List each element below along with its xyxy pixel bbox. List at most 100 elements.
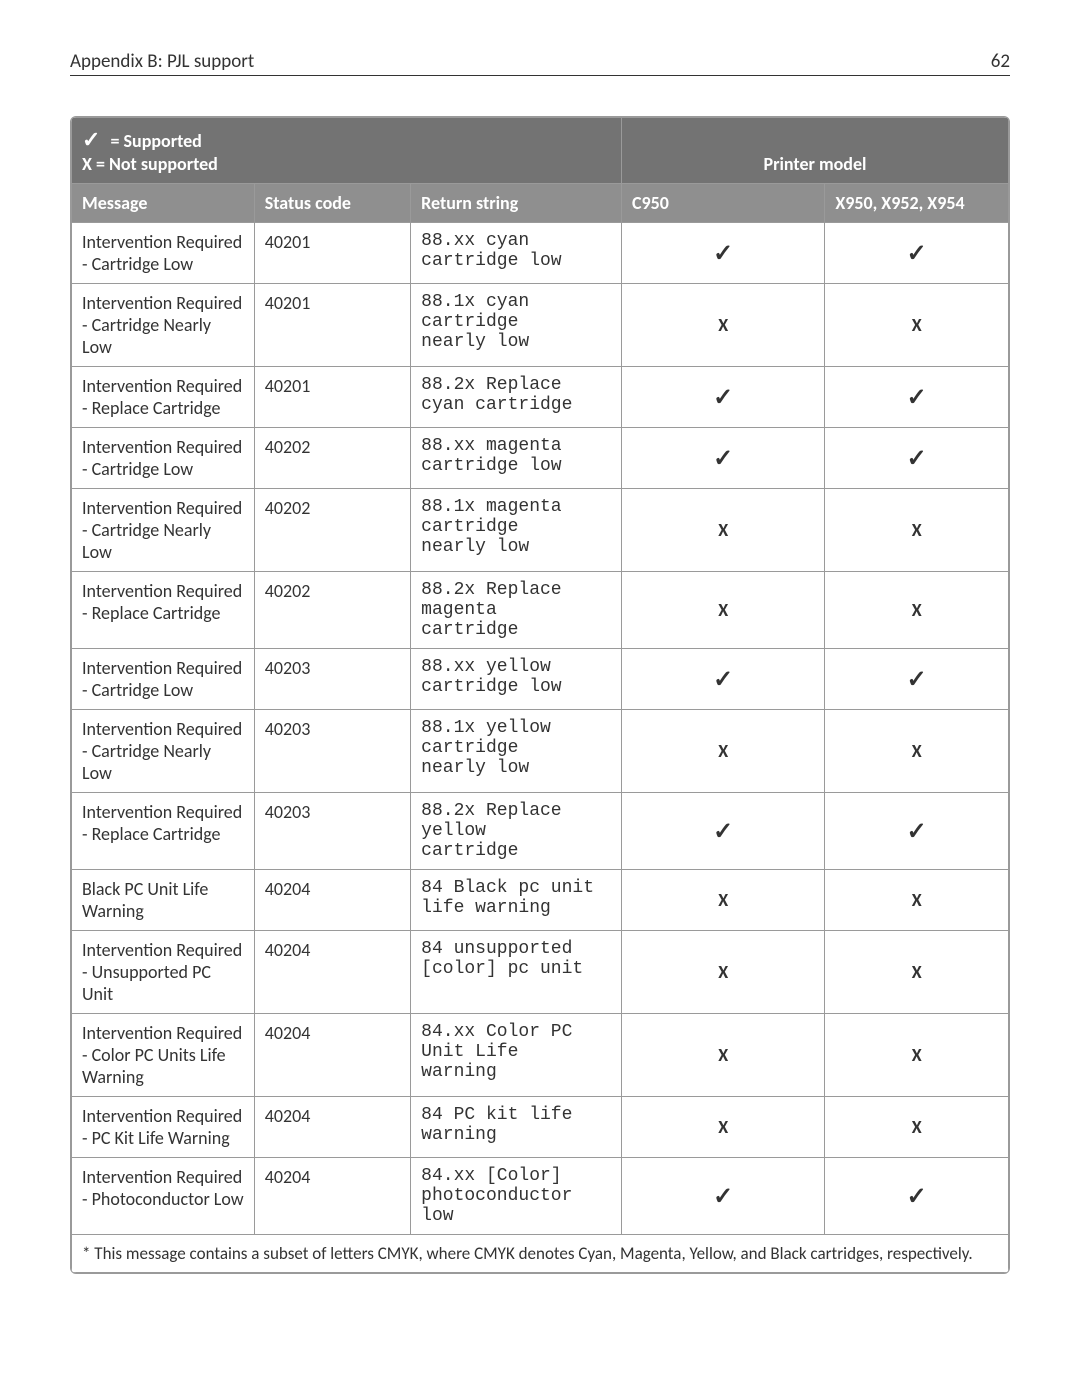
check-icon: ✓ [907, 665, 927, 694]
cell-return-string: 84 unsupported [color] pc unit [411, 931, 622, 1014]
cell-message: Intervention Required - Unsupported PC U… [72, 931, 255, 1014]
cell-status-code: 40202 [254, 428, 410, 489]
cell-model-a: ✓ [621, 1158, 824, 1235]
col-model-a: C950 [621, 184, 824, 223]
cell-model-b: X [825, 489, 1009, 572]
x-icon: X [912, 599, 922, 621]
cell-status-code: 40203 [254, 649, 410, 710]
cell-message: Intervention Required - Cartridge Nearly… [72, 284, 255, 367]
cell-return-string: 88.2x Replace cyan cartridge [411, 367, 622, 428]
check-icon: ✓ [907, 817, 927, 846]
table-row: Intervention Required - Replace Cartridg… [72, 793, 1009, 870]
cell-message: Intervention Required - Color PC Units L… [72, 1014, 255, 1097]
x-icon: X [718, 599, 728, 621]
cell-message: Intervention Required - Photoconductor L… [72, 1158, 255, 1235]
table-row: Intervention Required - Unsupported PC U… [72, 931, 1009, 1014]
cell-model-a: X [621, 870, 824, 931]
cell-model-b: X [825, 931, 1009, 1014]
cell-message: Intervention Required - Replace Cartridg… [72, 793, 255, 870]
cell-message: Intervention Required - Cartridge Nearly… [72, 489, 255, 572]
cell-return-string: 88.1x yellow cartridge nearly low [411, 710, 622, 793]
cell-message: Intervention Required - Replace Cartridg… [72, 572, 255, 649]
table-row: Intervention Required - Cartridge Low402… [72, 649, 1009, 710]
cell-message: Black PC Unit Life Warning [72, 870, 255, 931]
table-row: Intervention Required - Cartridge Low402… [72, 223, 1009, 284]
x-icon: X [718, 889, 728, 911]
cell-return-string: 84.xx [Color] photoconductor low [411, 1158, 622, 1235]
x-icon: X [912, 1044, 922, 1066]
column-header-row: Message Status code Return string C950 X… [72, 184, 1009, 223]
x-icon: X [718, 1116, 728, 1138]
cell-model-b: X [825, 284, 1009, 367]
cell-return-string: 88.xx yellow cartridge low [411, 649, 622, 710]
check-icon: ✓ [713, 817, 733, 846]
check-icon: ✓ [907, 239, 927, 268]
cell-model-a: X [621, 284, 824, 367]
table-row: Intervention Required - PC Kit Life Warn… [72, 1097, 1009, 1158]
page-number: 62 [991, 50, 1010, 73]
table-row: Intervention Required - Cartridge Nearly… [72, 710, 1009, 793]
cell-return-string: 88.2x Replace magenta cartridge [411, 572, 622, 649]
cell-model-b: ✓ [825, 428, 1009, 489]
cell-message: Intervention Required - Cartridge Nearly… [72, 710, 255, 793]
table-wrapper: ✓ = Supported X = Not supported Printer … [70, 116, 1010, 1274]
cell-model-a: ✓ [621, 793, 824, 870]
support-table: ✓ = Supported X = Not supported Printer … [71, 117, 1009, 1273]
cell-model-b: ✓ [825, 793, 1009, 870]
cell-message: Intervention Required - PC Kit Life Warn… [72, 1097, 255, 1158]
cell-message: Intervention Required - Cartridge Low [72, 223, 255, 284]
cell-model-b: ✓ [825, 367, 1009, 428]
legend-supported-text: = Supported [106, 130, 201, 152]
table-row: Intervention Required - Cartridge Nearly… [72, 489, 1009, 572]
cell-model-b: X [825, 870, 1009, 931]
cell-model-a: ✓ [621, 428, 824, 489]
footnote-row: * This message contains a subset of lett… [72, 1235, 1009, 1273]
legend-row: ✓ = Supported X = Not supported Printer … [72, 118, 1009, 184]
cell-model-a: X [621, 489, 824, 572]
cell-status-code: 40201 [254, 367, 410, 428]
table-row: Intervention Required - Replace Cartridg… [72, 572, 1009, 649]
check-icon: ✓ [907, 1182, 927, 1211]
cell-model-a: ✓ [621, 223, 824, 284]
x-icon: X [718, 1044, 728, 1066]
x-icon: X [912, 740, 922, 762]
check-icon: ✓ [713, 665, 733, 694]
legend-supported: ✓ = Supported [82, 126, 611, 153]
cell-return-string: 88.2x Replace yellow cartridge [411, 793, 622, 870]
x-icon: X [912, 1116, 922, 1138]
check-icon: ✓ [713, 444, 733, 473]
cell-status-code: 40201 [254, 223, 410, 284]
table-row: Black PC Unit Life Warning4020484 Black … [72, 870, 1009, 931]
footnote: * This message contains a subset of lett… [72, 1235, 1009, 1273]
check-icon: ✓ [713, 1182, 733, 1211]
cell-status-code: 40201 [254, 284, 410, 367]
cell-model-a: X [621, 572, 824, 649]
cell-status-code: 40202 [254, 572, 410, 649]
cell-model-b: X [825, 1097, 1009, 1158]
x-icon: X [912, 961, 922, 983]
check-icon: ✓ [907, 383, 927, 412]
cell-model-b: X [825, 1014, 1009, 1097]
cell-status-code: 40204 [254, 870, 410, 931]
cell-model-a: ✓ [621, 367, 824, 428]
cell-model-b: ✓ [825, 1158, 1009, 1235]
cell-model-b: ✓ [825, 223, 1009, 284]
table-row: Intervention Required - Photoconductor L… [72, 1158, 1009, 1235]
cell-status-code: 40202 [254, 489, 410, 572]
page: Appendix B: PJL support 62 ✓ = Supported… [0, 0, 1080, 1314]
check-icon: ✓ [82, 126, 100, 153]
table-body: Intervention Required - Cartridge Low402… [72, 223, 1009, 1235]
cell-model-a: X [621, 1097, 824, 1158]
legend-not-supported: X = Not supported [82, 153, 611, 175]
cell-model-a: X [621, 710, 824, 793]
cell-model-a: ✓ [621, 649, 824, 710]
x-icon: X [718, 961, 728, 983]
table-row: Intervention Required - Color PC Units L… [72, 1014, 1009, 1097]
x-icon: X [912, 314, 922, 336]
cell-return-string: 84.xx Color PC Unit Life warning [411, 1014, 622, 1097]
col-model-b: X950, X952, X954 [825, 184, 1009, 223]
cell-status-code: 40203 [254, 710, 410, 793]
cell-message: Intervention Required - Replace Cartridg… [72, 367, 255, 428]
cell-status-code: 40204 [254, 1097, 410, 1158]
table-row: Intervention Required - Cartridge Low402… [72, 428, 1009, 489]
